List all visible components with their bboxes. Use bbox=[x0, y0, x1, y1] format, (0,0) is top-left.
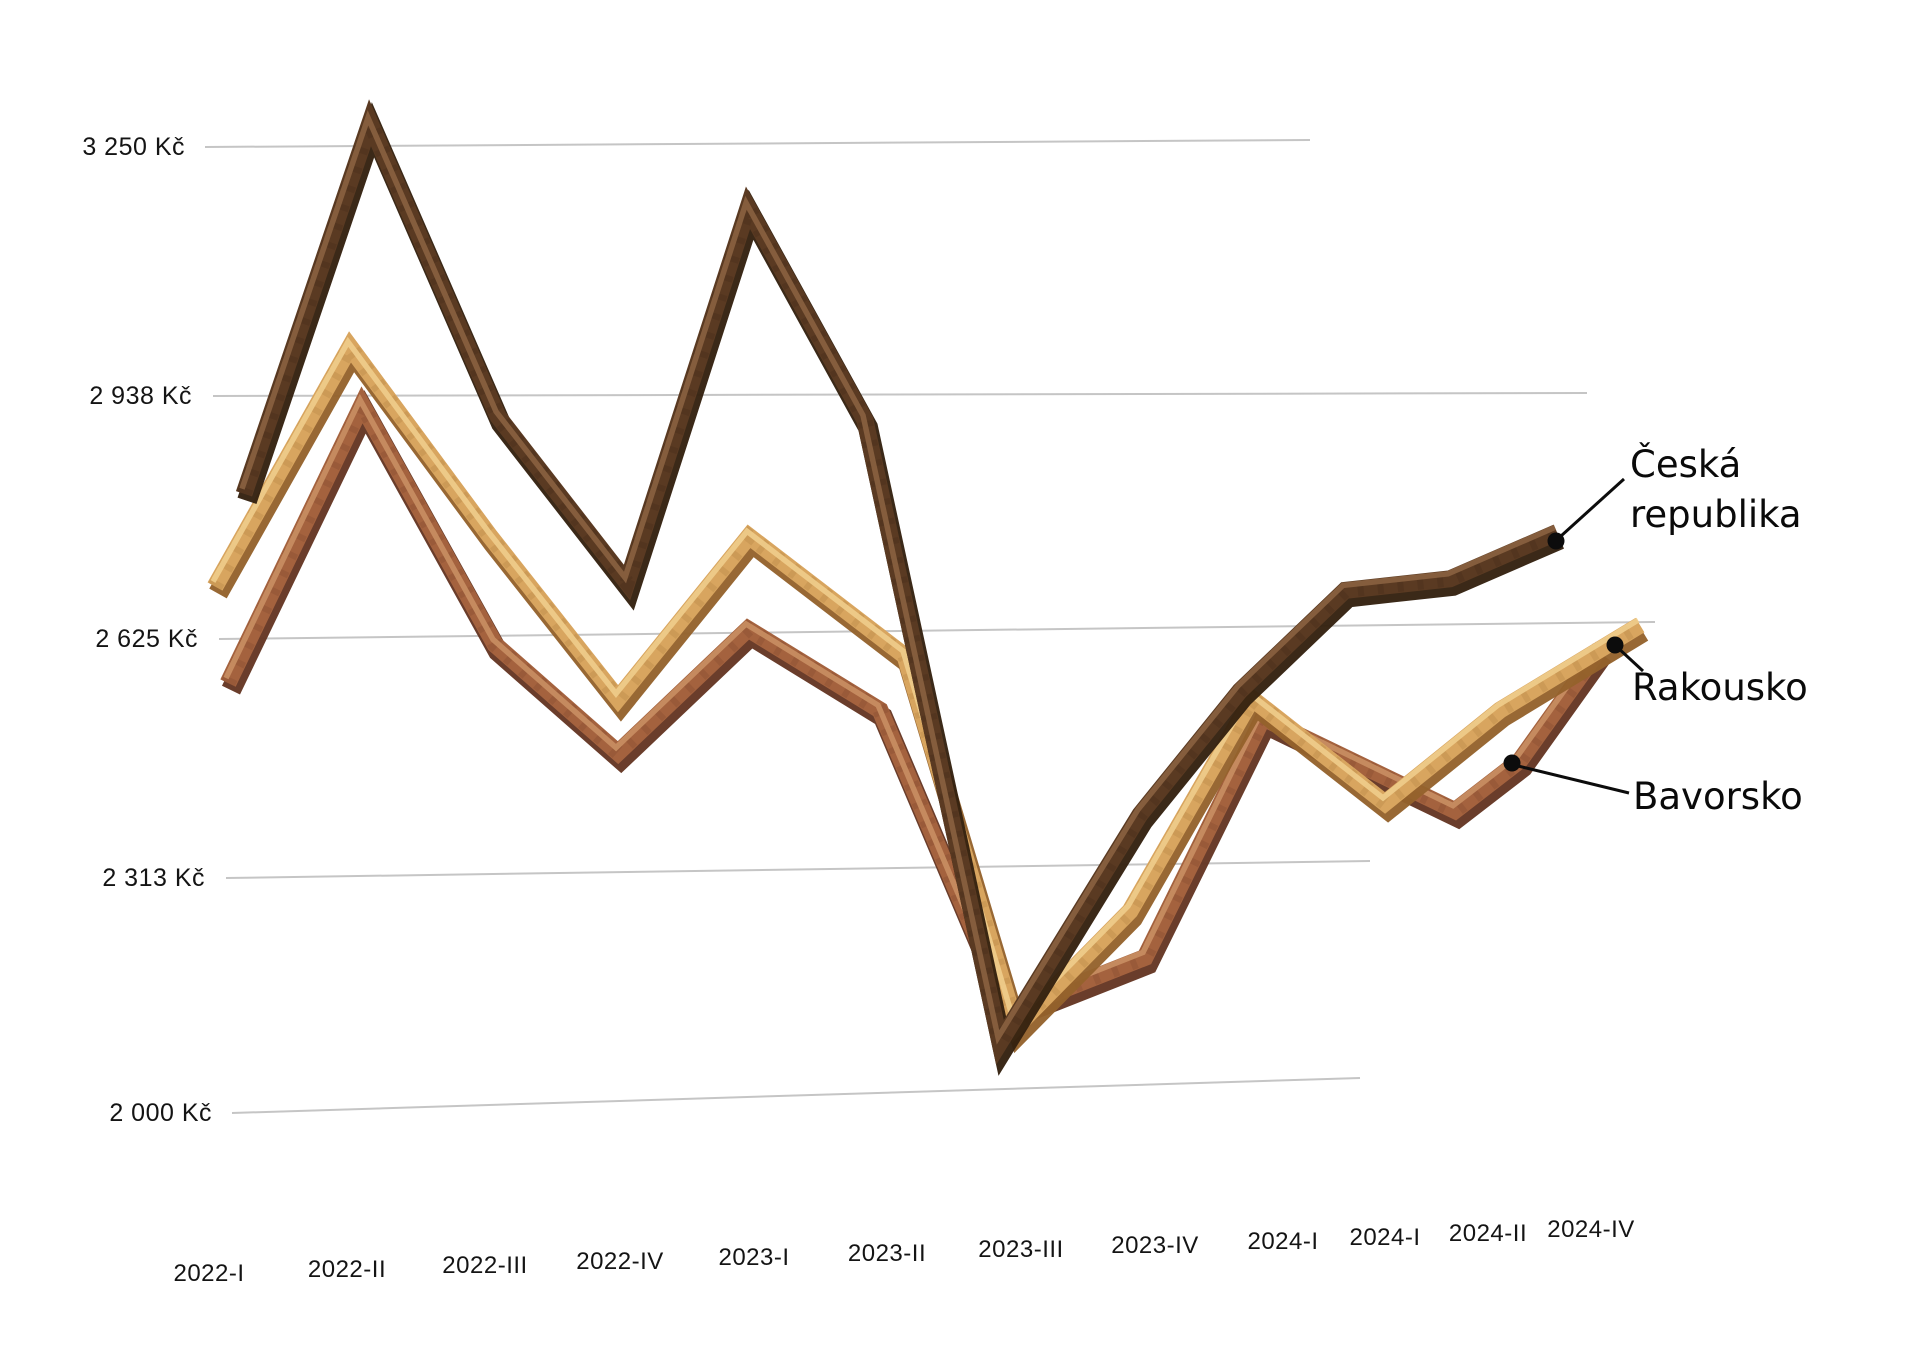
x-axis-label: 2023-IV bbox=[1111, 1232, 1199, 1259]
line-wood-grain bbox=[236, 102, 1560, 1063]
callout-line-bavorsko bbox=[1513, 763, 1630, 795]
series-label-rakousko: Rakousko bbox=[1632, 666, 1808, 709]
x-axis-label: 2022-III bbox=[442, 1252, 528, 1279]
gridline-2938 bbox=[212, 392, 1588, 397]
callout-dot-bavorsko bbox=[1503, 754, 1521, 772]
x-axis-label: 2023-I bbox=[718, 1244, 790, 1271]
y-axis-label: 2 938 Kč bbox=[89, 382, 192, 410]
callout-dot-rakousko bbox=[1606, 636, 1624, 654]
x-axis-label: 2024-II bbox=[1448, 1220, 1528, 1247]
x-axis-label: 2022-I bbox=[173, 1260, 245, 1287]
gridline-2313 bbox=[225, 860, 1371, 879]
x-axis-label: 2022-II bbox=[307, 1256, 387, 1283]
y-axis-label: 2 313 Kč bbox=[102, 864, 205, 892]
gridline-2625 bbox=[218, 621, 1656, 640]
line-highlight bbox=[239, 110, 1557, 1045]
series-line-bavorsko bbox=[220, 386, 1612, 1032]
callout-line-ceska-republika bbox=[1559, 477, 1626, 538]
gridline-2000 bbox=[231, 1077, 1361, 1114]
y-axis-label: 3 250 Kč bbox=[82, 133, 185, 161]
x-axis-label: 2022-IV bbox=[576, 1248, 664, 1275]
x-axis-label: 2024-I bbox=[1247, 1228, 1319, 1255]
callout-line-rakousko bbox=[1615, 645, 1645, 673]
x-axis-label: 2024-IV bbox=[1547, 1216, 1635, 1243]
x-axis-label: 2023-III bbox=[978, 1236, 1064, 1263]
line-highlight bbox=[223, 393, 1601, 1011]
callout-dot-ceska-republika bbox=[1547, 532, 1565, 550]
y-axis-label: 2 625 Kč bbox=[95, 625, 198, 653]
series-line-ceska-republika bbox=[235, 99, 1564, 1076]
x-axis-label: 2024-I bbox=[1349, 1224, 1421, 1251]
series-label-ceska-republika: Česká republika bbox=[1630, 443, 1802, 536]
x-axis-label: 2023-II bbox=[847, 1240, 927, 1267]
series-label-bavorsko: Bavorsko bbox=[1633, 775, 1803, 818]
y-axis-label: 2 000 Kč bbox=[109, 1099, 212, 1127]
